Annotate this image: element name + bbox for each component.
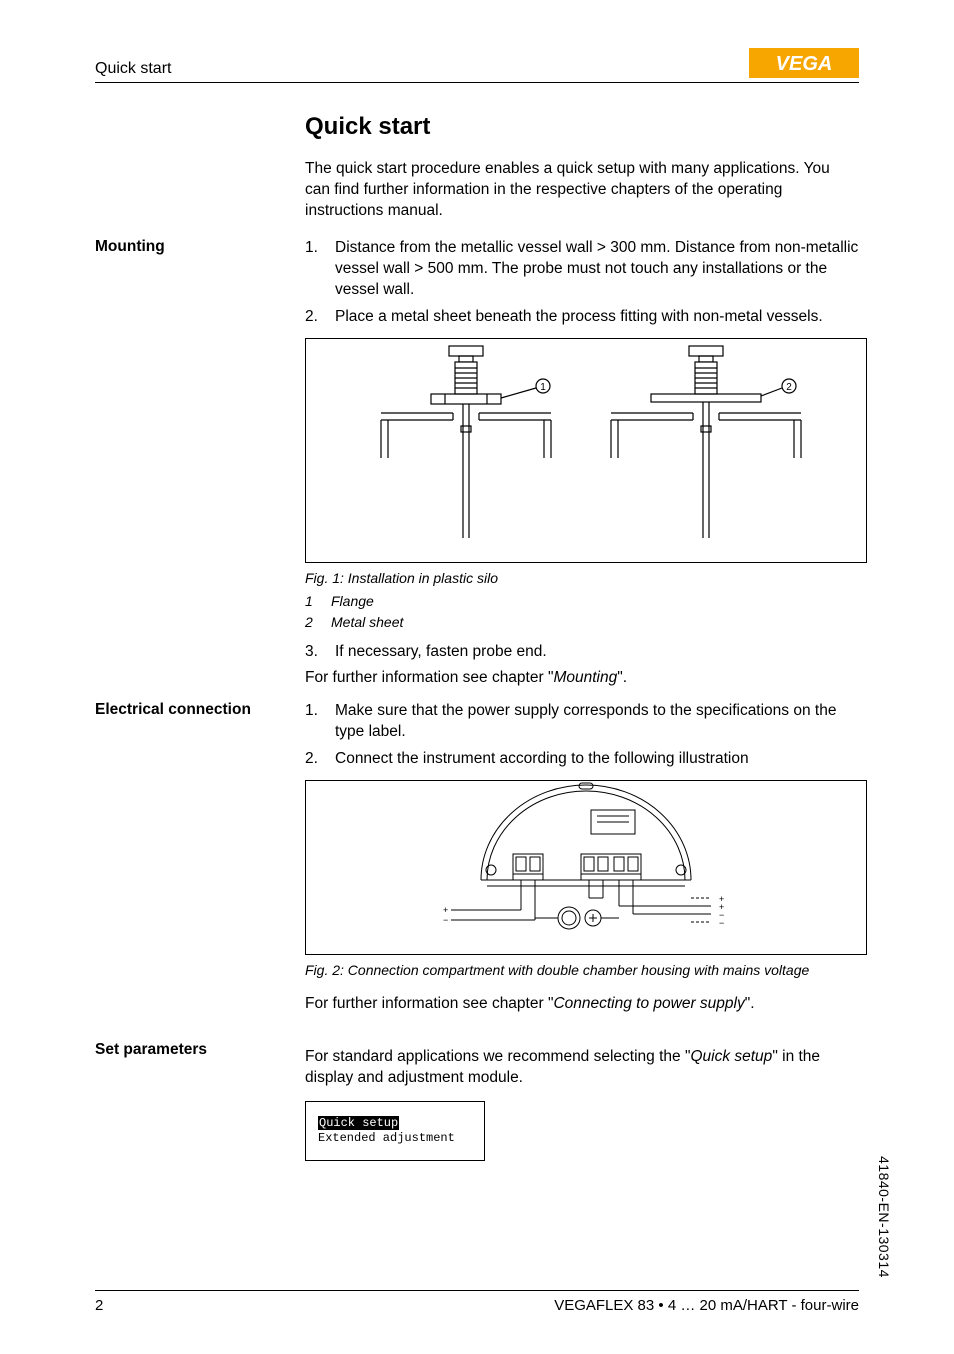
svg-text:−: − (719, 918, 724, 928)
list-number: 1. (305, 701, 335, 743)
page-footer: 2 VEGAFLEX 83 • 4 … 20 mA/HART - four-wi… (95, 1290, 859, 1314)
svg-text:VEGA: VEGA (776, 53, 833, 75)
document-code: 41840-EN-130314 (876, 1156, 892, 1278)
list-text: Connect the instrument according to the … (335, 749, 867, 770)
page-number: 2 (95, 1297, 103, 1314)
list-number: 2. (305, 749, 335, 770)
figure-2: + − + + − (305, 780, 867, 955)
intro-paragraph: The quick start procedure enables a quic… (305, 159, 859, 222)
figure-2-caption: Fig. 2: Connection compartment with doub… (305, 961, 867, 980)
electrical-list: 1.Make sure that the power supply corres… (305, 701, 867, 770)
figure-1-caption: Fig. 1: Installation in plastic silo (305, 569, 867, 588)
list-text: If necessary, fasten probe end. (335, 642, 867, 663)
chapter-name: Connecting to power supply (553, 995, 744, 1012)
list-text: Distance from the metallic vessel wall >… (335, 238, 867, 301)
mounting-list-2: 3.If necessary, fasten probe end. (305, 642, 867, 663)
content-area: Quick start The quick start procedure en… (95, 111, 859, 1167)
mounting-ref: For further information see chapter "Mou… (305, 668, 867, 689)
ref-suffix: ". (617, 669, 627, 686)
display-line-selected: Quick setup (318, 1116, 399, 1130)
page-title: Quick start (305, 111, 859, 143)
legend-text: Metal sheet (331, 613, 403, 632)
ref-suffix: ". (745, 995, 755, 1012)
svg-text:1: 1 (540, 382, 546, 393)
svg-text:2: 2 (786, 382, 792, 393)
text-prefix: For standard applications we recommend s… (305, 1048, 690, 1065)
legend-number: 1 (305, 592, 331, 611)
electrical-side-label: Electrical connection (95, 701, 305, 1021)
title-row: Quick start The quick start procedure en… (95, 111, 859, 232)
list-number: 2. (305, 307, 335, 328)
svg-text:−: − (443, 915, 448, 925)
figure-1-legend: 1Flange 2Metal sheet (305, 592, 867, 632)
list-text: Place a metal sheet beneath the process … (335, 307, 867, 328)
mounting-section: Mounting 1.Distance from the metallic ve… (95, 238, 859, 695)
list-number: 3. (305, 642, 335, 663)
figure-1: 1 (305, 338, 867, 563)
quick-setup-name: Quick setup (690, 1048, 772, 1065)
display-module: Quick setup Extended adjustment (305, 1101, 485, 1161)
electrical-ref: For further information see chapter "Con… (305, 994, 867, 1015)
legend-text: Flange (331, 592, 374, 611)
header-label: Quick start (95, 60, 171, 78)
product-name: VEGAFLEX 83 • 4 … 20 mA/HART - four-wire (554, 1297, 859, 1314)
vega-logo: VEGA (749, 48, 859, 78)
display-line: Extended adjustment (318, 1131, 455, 1145)
ref-prefix: For further information see chapter " (305, 995, 553, 1012)
mounting-side-label: Mounting (95, 238, 305, 695)
setparams-text: For standard applications we recommend s… (305, 1047, 859, 1089)
setparams-side-label: Set parameters (95, 1041, 305, 1161)
electrical-section: Electrical connection 1.Make sure that t… (95, 701, 859, 1021)
mounting-list-1: 1.Distance from the metallic vessel wall… (305, 238, 867, 328)
ref-prefix: For further information see chapter " (305, 669, 553, 686)
page-header: Quick start VEGA (95, 48, 859, 83)
setparams-section: Set parameters For standard applications… (95, 1041, 859, 1161)
list-number: 1. (305, 238, 335, 301)
svg-text:+: + (443, 905, 448, 915)
legend-number: 2 (305, 613, 331, 632)
chapter-name: Mounting (553, 669, 617, 686)
list-text: Make sure that the power supply correspo… (335, 701, 867, 743)
